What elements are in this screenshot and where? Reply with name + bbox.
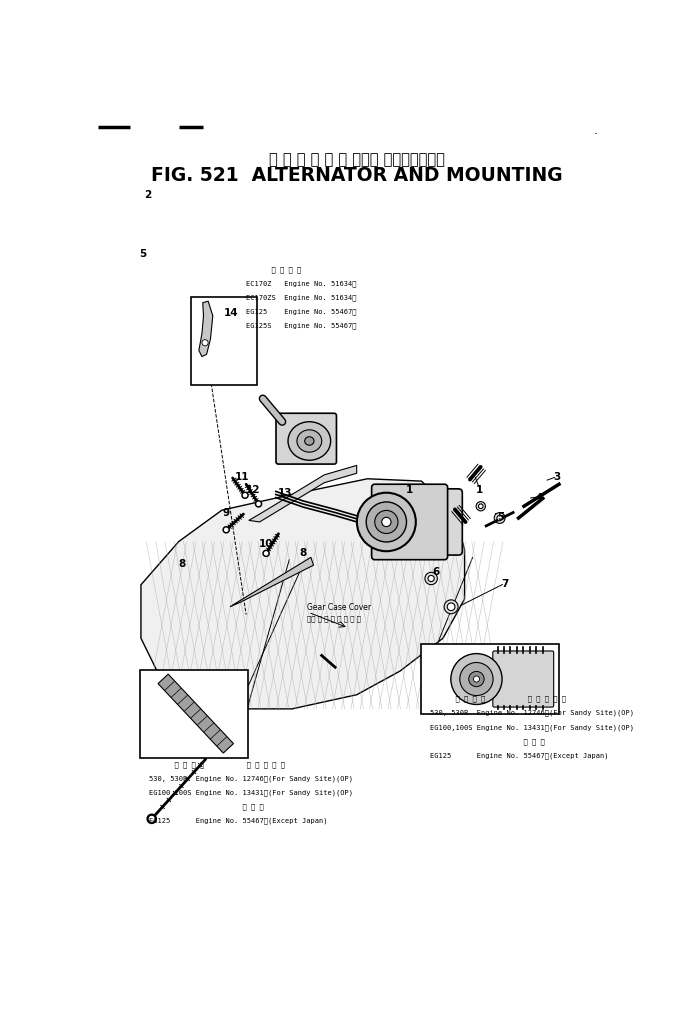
Circle shape (444, 600, 458, 614)
Circle shape (451, 654, 502, 705)
Circle shape (143, 713, 151, 720)
Circle shape (381, 518, 391, 527)
Text: EG100,100S Engine No. 13431～(For Sandy Site)(OP): EG100,100S Engine No. 13431～(For Sandy S… (149, 789, 353, 795)
Ellipse shape (297, 430, 322, 452)
Text: .: . (594, 123, 598, 137)
Text: 9: 9 (223, 507, 230, 518)
Text: EG125S   Engine No. 55467～: EG125S Engine No. 55467～ (246, 322, 356, 329)
Circle shape (202, 340, 208, 346)
Text: 海 外 向: 海 外 向 (149, 803, 264, 809)
Text: 10: 10 (259, 539, 274, 548)
Circle shape (223, 527, 229, 533)
FancyBboxPatch shape (372, 485, 448, 560)
Bar (421, 644, 559, 714)
Text: 530, 530B  Engine No. 12746～(For Sandy Site)(OP): 530, 530B Engine No. 12746～(For Sandy Si… (429, 709, 633, 715)
Circle shape (497, 516, 503, 521)
Circle shape (460, 662, 493, 696)
Text: 12: 12 (246, 484, 260, 494)
Text: 3: 3 (554, 472, 561, 482)
Text: 6: 6 (432, 567, 440, 576)
Text: EG125      Engine No. 55467～(Except Japan): EG125 Engine No. 55467～(Except Japan) (149, 816, 328, 823)
Text: 13: 13 (278, 488, 293, 497)
Text: 適 用 号 機          砂 塵 地 仕 様: 適 用 号 機 砂 塵 地 仕 様 (149, 760, 285, 766)
Polygon shape (158, 675, 233, 753)
Circle shape (255, 501, 262, 507)
Text: 2: 2 (144, 191, 151, 201)
Circle shape (473, 677, 480, 683)
Circle shape (476, 502, 485, 512)
Text: 11: 11 (235, 472, 250, 482)
FancyBboxPatch shape (404, 489, 462, 555)
Circle shape (494, 514, 505, 524)
Polygon shape (141, 479, 464, 709)
Text: 8: 8 (178, 558, 186, 569)
Text: 4: 4 (535, 492, 543, 502)
FancyBboxPatch shape (493, 651, 554, 707)
Text: 5: 5 (498, 512, 505, 521)
Bar (140, 669, 248, 758)
Text: Gear Case Cover: Gear Case Cover (307, 602, 371, 611)
Polygon shape (230, 557, 313, 607)
Circle shape (244, 494, 246, 497)
Text: 適 用 号 機          砂 塵 地 仕 様: 適 用 号 機 砂 塵 地 仕 様 (429, 695, 566, 702)
Polygon shape (248, 466, 356, 523)
Text: 1: 1 (406, 484, 413, 494)
Circle shape (150, 816, 154, 821)
Circle shape (147, 814, 157, 823)
Text: EG125      Engine No. 55467～(Except Japan): EG125 Engine No. 55467～(Except Japan) (429, 752, 608, 758)
Circle shape (478, 504, 483, 510)
Circle shape (264, 552, 268, 555)
Polygon shape (199, 302, 213, 358)
Text: FIG. 521  ALTERNATOR AND MOUNTING: FIG. 521 ALTERNATOR AND MOUNTING (151, 166, 562, 185)
Ellipse shape (288, 422, 331, 461)
Circle shape (469, 672, 484, 687)
Circle shape (242, 493, 248, 499)
Text: EC170Z   Engine No. 51634～: EC170Z Engine No. 51634～ (246, 280, 356, 286)
Circle shape (225, 529, 228, 532)
Circle shape (425, 573, 437, 585)
Circle shape (374, 511, 398, 534)
Text: 1: 1 (476, 484, 483, 494)
Circle shape (357, 493, 416, 551)
Bar (191, 298, 257, 385)
FancyBboxPatch shape (276, 414, 336, 465)
Text: EC170ZS  Engine No. 51634～: EC170ZS Engine No. 51634～ (246, 294, 356, 301)
Text: 530, 530B  Engine No. 12746～(For Sandy Site)(OP): 530, 530B Engine No. 12746～(For Sandy Si… (149, 774, 353, 781)
Circle shape (366, 502, 406, 542)
Ellipse shape (305, 437, 314, 445)
Text: 8: 8 (299, 547, 306, 557)
Circle shape (448, 603, 455, 611)
Text: 海 外 向: 海 外 向 (429, 738, 544, 744)
Text: 14: 14 (224, 308, 239, 318)
Text: EG100,100S Engine No. 13431～(For Sandy Site)(OP): EG100,100S Engine No. 13431～(For Sandy S… (429, 723, 633, 730)
Circle shape (428, 576, 434, 582)
Text: ギヤ ー ケ ー ス カ バ ー: ギヤ ー ケ ー ス カ バ ー (307, 614, 361, 622)
Text: オ ル タ ネ ー タ および マウンティング: オ ル タ ネ ー タ および マウンティング (269, 152, 445, 167)
Text: EG125    Engine No. 55467～: EG125 Engine No. 55467～ (246, 308, 356, 315)
Text: 7: 7 (501, 579, 509, 589)
Text: 適 用 号 機: 適 用 号 機 (246, 266, 301, 272)
Circle shape (145, 715, 150, 719)
Circle shape (257, 502, 260, 505)
Text: 5: 5 (139, 249, 146, 259)
Circle shape (263, 550, 269, 557)
